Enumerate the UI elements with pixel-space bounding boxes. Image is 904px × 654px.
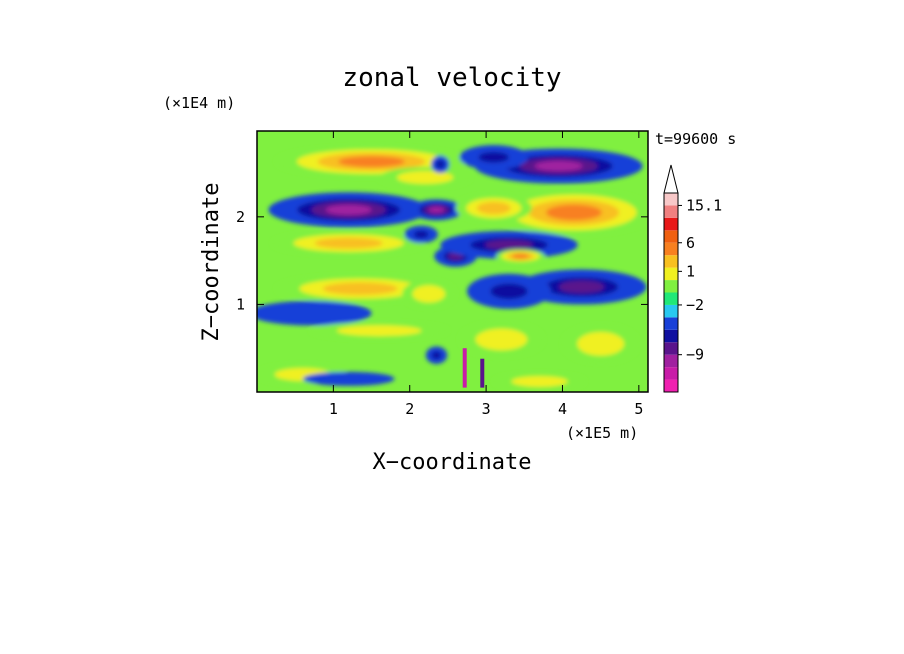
velocity-contour — [412, 285, 446, 303]
colorbar-swatch — [664, 317, 678, 330]
colorbar-swatch — [664, 255, 678, 268]
chart-title: zonal velocity — [342, 63, 561, 93]
colorbar-swatch — [664, 205, 678, 218]
x-tick-label: 5 — [634, 400, 643, 418]
colorbar-frame — [663, 192, 679, 393]
velocity-contour — [511, 253, 529, 259]
velocity-contour — [475, 328, 528, 351]
velocity-contour — [336, 325, 422, 337]
velocity-contour — [436, 160, 445, 169]
velocity-contour — [534, 161, 583, 172]
colorbar-swatch — [664, 354, 678, 368]
colorbar-swatch — [664, 292, 678, 305]
colorbar-swatch — [664, 217, 678, 231]
y-tick-label: 2 — [236, 208, 245, 226]
colorbar-swatch — [664, 193, 678, 206]
velocity-streak — [480, 358, 485, 388]
y-axis-unit: (×1E4 m) — [163, 94, 235, 112]
colorbar-swatch — [664, 230, 678, 243]
x-tick-label: 2 — [405, 400, 414, 418]
velocity-contour — [338, 156, 405, 168]
plot-frame — [256, 130, 649, 393]
velocity-contour — [511, 376, 568, 387]
colorbar-swatch — [664, 280, 678, 293]
x-tick-label: 1 — [329, 400, 338, 418]
colorbar-label: 1 — [686, 262, 695, 280]
velocity-contour — [546, 204, 602, 221]
velocity-contour — [428, 206, 445, 213]
colorbar-swatch — [664, 329, 678, 343]
y-axis-label: Z−coordinate — [199, 183, 224, 342]
colorbar-swatch — [664, 379, 678, 392]
x-axis: 1 2 3 4 5 — [329, 131, 643, 418]
colorbar-swatch — [664, 342, 678, 355]
colorbar-swatch — [664, 367, 678, 380]
x-tick-label: 4 — [558, 400, 567, 418]
velocity-field — [257, 131, 648, 392]
velocity-contour — [478, 151, 510, 163]
velocity-contour — [577, 331, 625, 356]
colorbar-swatch — [664, 304, 678, 318]
colorbar-label: 6 — [686, 234, 695, 252]
y-tick-label: 1 — [236, 295, 245, 313]
velocity-contour — [257, 300, 372, 326]
velocity-contour — [476, 201, 511, 215]
colorbar: 15.1 6 1 −2 −9 — [663, 164, 722, 393]
colorbar-label: −9 — [686, 346, 704, 364]
y-axis: 12 — [236, 208, 648, 313]
velocity-contour — [314, 237, 383, 249]
time-label: t=99600 s — [655, 130, 736, 148]
velocity-contour — [490, 283, 528, 300]
velocity-contour — [325, 204, 372, 215]
velocity-contour — [558, 280, 605, 293]
velocity-contour — [396, 170, 454, 184]
velocity-contour — [413, 230, 429, 239]
velocity-contour — [302, 371, 395, 386]
velocity-streak — [462, 348, 467, 388]
velocity-contour — [322, 282, 398, 295]
velocity-contour — [431, 351, 442, 360]
x-tick-label: 3 — [482, 400, 491, 418]
x-axis-label: X−coordinate — [373, 450, 532, 475]
colorbar-label: 15.1 — [686, 196, 722, 214]
colorbar-label: −2 — [686, 296, 704, 314]
colorbar-overflow-arrow — [663, 164, 679, 194]
colorbar-swatch — [664, 242, 678, 256]
colorbar-swatch — [664, 267, 678, 281]
velocity-contour — [485, 239, 533, 250]
x-axis-unit: (×1E5 m) — [566, 424, 638, 442]
